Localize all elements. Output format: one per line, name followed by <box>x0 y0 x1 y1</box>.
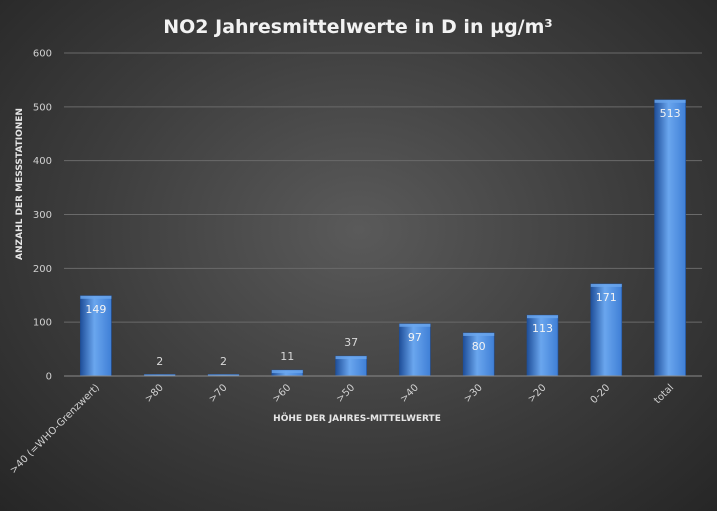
bar-top-highlight <box>654 99 686 103</box>
bars: 149 2 2 11 37 97 80 113 171 513 <box>80 99 686 377</box>
x-tick-label: >30 <box>462 382 485 405</box>
x-tick-label: >60 <box>271 382 294 405</box>
y-axis-ticks: 0 100 200 300 400 500 600 <box>33 49 52 383</box>
y-axis-label: ANZAHL DER MESSSTATIONEN <box>15 108 25 260</box>
x-tick-label: >40 (=WHO-Grenzwert) <box>8 382 102 476</box>
x-tick-label: >70 <box>207 382 230 405</box>
bar <box>654 99 686 377</box>
bar-top-highlight <box>590 283 622 287</box>
bar-top-highlight <box>335 356 367 360</box>
bar-top-highlight <box>208 374 239 376</box>
y-tick-label: 500 <box>33 102 52 113</box>
y-tick-label: 400 <box>33 156 52 167</box>
gridlines <box>64 52 702 323</box>
y-tick-label: 200 <box>33 264 52 275</box>
bar-top-highlight <box>463 332 495 336</box>
bar-top-highlight <box>271 370 303 374</box>
y-tick-label: 100 <box>33 318 52 329</box>
y-tick-label: 0 <box>46 372 52 383</box>
y-tick-label: 300 <box>33 210 52 221</box>
data-label: 2 <box>220 355 227 368</box>
x-tick-label: >40 <box>398 382 421 405</box>
bar <box>590 283 623 377</box>
data-label: 113 <box>532 322 553 335</box>
x-axis-ticks: >40 (=WHO-Grenzwert) >80 >70 >60 >50 >40 >30 >2… <box>8 382 676 476</box>
x-tick-label: >80 <box>143 382 166 405</box>
x-tick-label: total <box>652 382 676 406</box>
data-label: 11 <box>280 350 294 363</box>
bar-top-highlight <box>80 295 112 299</box>
data-label: 149 <box>85 303 106 316</box>
data-label: 513 <box>660 107 681 120</box>
bar-top-highlight <box>144 374 176 376</box>
y-tick-label: 600 <box>33 49 52 60</box>
data-label: 171 <box>596 291 617 304</box>
x-tick-label: 0-20 <box>589 382 613 406</box>
data-label: 37 <box>344 336 358 349</box>
x-axis-label: HÖHE DER JAHRES-MITTELWERTE <box>273 413 441 424</box>
data-label: 97 <box>408 331 422 344</box>
data-label: 80 <box>472 340 486 353</box>
bar-top-highlight <box>527 315 558 319</box>
data-label: 2 <box>156 355 163 368</box>
x-tick-label: >20 <box>526 382 549 405</box>
bar-top-highlight <box>399 323 431 327</box>
bar <box>462 332 495 377</box>
bar <box>526 314 559 377</box>
x-tick-label: >50 <box>335 382 358 405</box>
chart-title: NO2 Jahresmittelwerte in D in µg/m³ <box>163 16 552 38</box>
